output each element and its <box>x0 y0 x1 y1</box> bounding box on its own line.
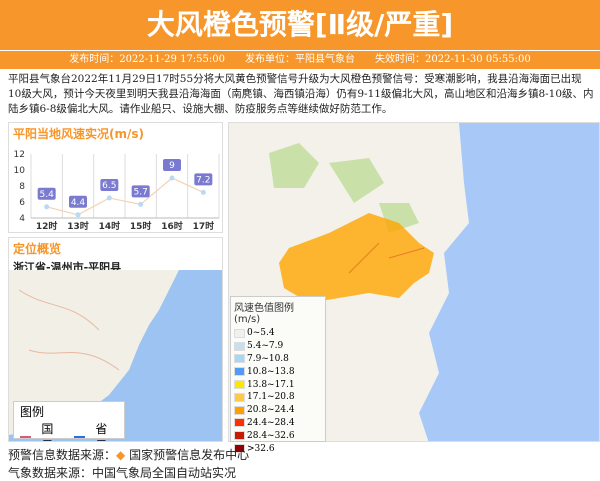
wind-chart-panel: 平阳当地风速实况(m/s) 4 6 8 10 12 12时 13时 14时 15时 16时 17时 5… <box>8 122 223 233</box>
legend-item: >32.6 <box>234 442 322 455</box>
province-border-swatch <box>74 436 86 438</box>
legend-item: 28.4~32.6 <box>234 429 322 442</box>
data-label-bg <box>163 159 181 171</box>
map-legend-small: 图例 国界 省界 <box>13 401 125 441</box>
data-label-bg <box>194 173 213 186</box>
x-tick-label: 13时 <box>67 220 89 232</box>
warning-title: 大风橙色预警[Ⅱ级/严重] <box>0 0 600 50</box>
legend-swatch <box>234 354 245 364</box>
legend-label: 10.8~13.8 <box>247 366 295 377</box>
legend-item: 24.4~28.4 <box>234 417 322 430</box>
x-tick-label: 15时 <box>130 220 152 232</box>
data-point <box>44 204 50 210</box>
legend-label: 7.9~10.8 <box>247 353 289 364</box>
legend-swatch <box>234 328 245 338</box>
legend-label: 0~5.4 <box>247 328 275 339</box>
source-name[interactable]: 国家预警信息发布中心 <box>129 448 250 462</box>
legend-item: 13.8~17.1 <box>234 378 322 391</box>
warning-description: 平阳县气象台2022年11月29日17时55分将大风黄色预警信号升级为大风橙色预… <box>8 73 594 115</box>
series-line <box>46 177 204 216</box>
warning-meta: 发布时间：2022-11-29 17:55:00 发布单位：平阳县气象台 失效时间：… <box>0 51 600 69</box>
x-tick-label: 16时 <box>161 220 183 232</box>
legend-title: 风速色值图例 (m/s) <box>234 303 294 325</box>
legend-item: 10.8~13.8 <box>234 365 322 378</box>
legend-swatch <box>234 444 245 454</box>
legend-title: 图例 <box>20 405 45 419</box>
data-label: 5.4 <box>40 190 55 200</box>
legend-item: 7.9~10.8 <box>234 353 322 366</box>
legend-label: 24.4~28.4 <box>247 417 295 428</box>
legend-swatch <box>234 392 245 402</box>
location-title: 定位概览 <box>13 242 62 256</box>
legend-swatch <box>234 405 245 415</box>
legend-item: 17.1~20.8 <box>234 391 322 404</box>
legend-label: 20.8~24.4 <box>247 405 295 416</box>
legend-swatch <box>234 418 245 428</box>
data-label: 4.4 <box>71 198 86 208</box>
legend-label: 28.4~32.6 <box>247 430 295 441</box>
legend-item: 0~5.4 <box>234 327 322 340</box>
expire-time: 失效时间：2022-11-30 05:55:00 <box>375 54 531 65</box>
y-tick-label: 10 <box>14 166 26 176</box>
data-label-bg <box>37 187 56 200</box>
legend-swatch <box>234 341 245 351</box>
legend-label: >32.6 <box>247 443 275 454</box>
data-point <box>169 175 175 181</box>
wind-color-legend: 风速色值图例 (m/s) 0~5.4 5.4~7.9 7.9~10.8 10.8~13… <box>230 296 326 454</box>
legend-swatch <box>234 431 245 441</box>
data-point <box>138 201 144 207</box>
publish-time: 发布时间：2022-11-29 17:55:00 <box>69 54 225 65</box>
national-border-swatch <box>20 436 32 438</box>
y-tick-label: 8 <box>19 182 25 192</box>
data-label-bg <box>131 185 150 198</box>
y-tick-label: 4 <box>19 214 25 224</box>
y-tick-label: 6 <box>19 198 25 208</box>
publisher: 发布单位：平阳县气象台 <box>245 54 355 65</box>
chart-title: 平阳当地风速实况(m/s) <box>13 127 144 141</box>
data-label: 7.2 <box>196 175 210 185</box>
location-panel: 定位概览 浙江省-温州市-平阳县 图例 国界省界 <box>8 237 223 442</box>
source-label: 预警信息数据来源： <box>8 448 117 462</box>
data-label: 6.5 <box>102 181 116 191</box>
legend-swatch <box>234 380 245 390</box>
weather-source: 气象数据来源：中国气象局全国自动站实况 <box>8 466 237 480</box>
legend-item: 20.8~24.4 <box>234 404 322 417</box>
x-tick-label: 14时 <box>99 220 121 232</box>
data-label-bg <box>69 195 87 208</box>
source-line: 预警信息数据来源：◆ 国家预警信息发布中心 <box>8 446 249 463</box>
data-point <box>200 189 206 195</box>
legend-swatch <box>234 367 245 377</box>
data-point <box>106 195 112 201</box>
data-label: 5.7 <box>134 187 148 197</box>
legend-item: 5.4~7.9 <box>234 340 322 353</box>
source-logo-icon: ◆ <box>116 448 126 462</box>
y-tick-label: 12 <box>14 150 25 160</box>
province-border-label: 省界 <box>95 422 108 441</box>
data-label: 9 <box>169 161 175 171</box>
x-tick-label: 12时 <box>36 220 58 232</box>
data-label-bg <box>100 179 119 191</box>
wind-chart: 4 6 8 10 12 12时 13时 14时 15时 16时 17时 5.4 4.4 6.5 5.7 9 7.… <box>14 150 220 232</box>
legend-label: 13.8~17.1 <box>247 379 295 390</box>
legend-label: 5.4~7.9 <box>247 341 284 352</box>
legend-label: 17.1~20.8 <box>247 392 295 403</box>
data-point <box>75 212 81 218</box>
national-border-label: 国界 <box>41 422 54 441</box>
x-tick-label: 17时 <box>193 220 215 232</box>
